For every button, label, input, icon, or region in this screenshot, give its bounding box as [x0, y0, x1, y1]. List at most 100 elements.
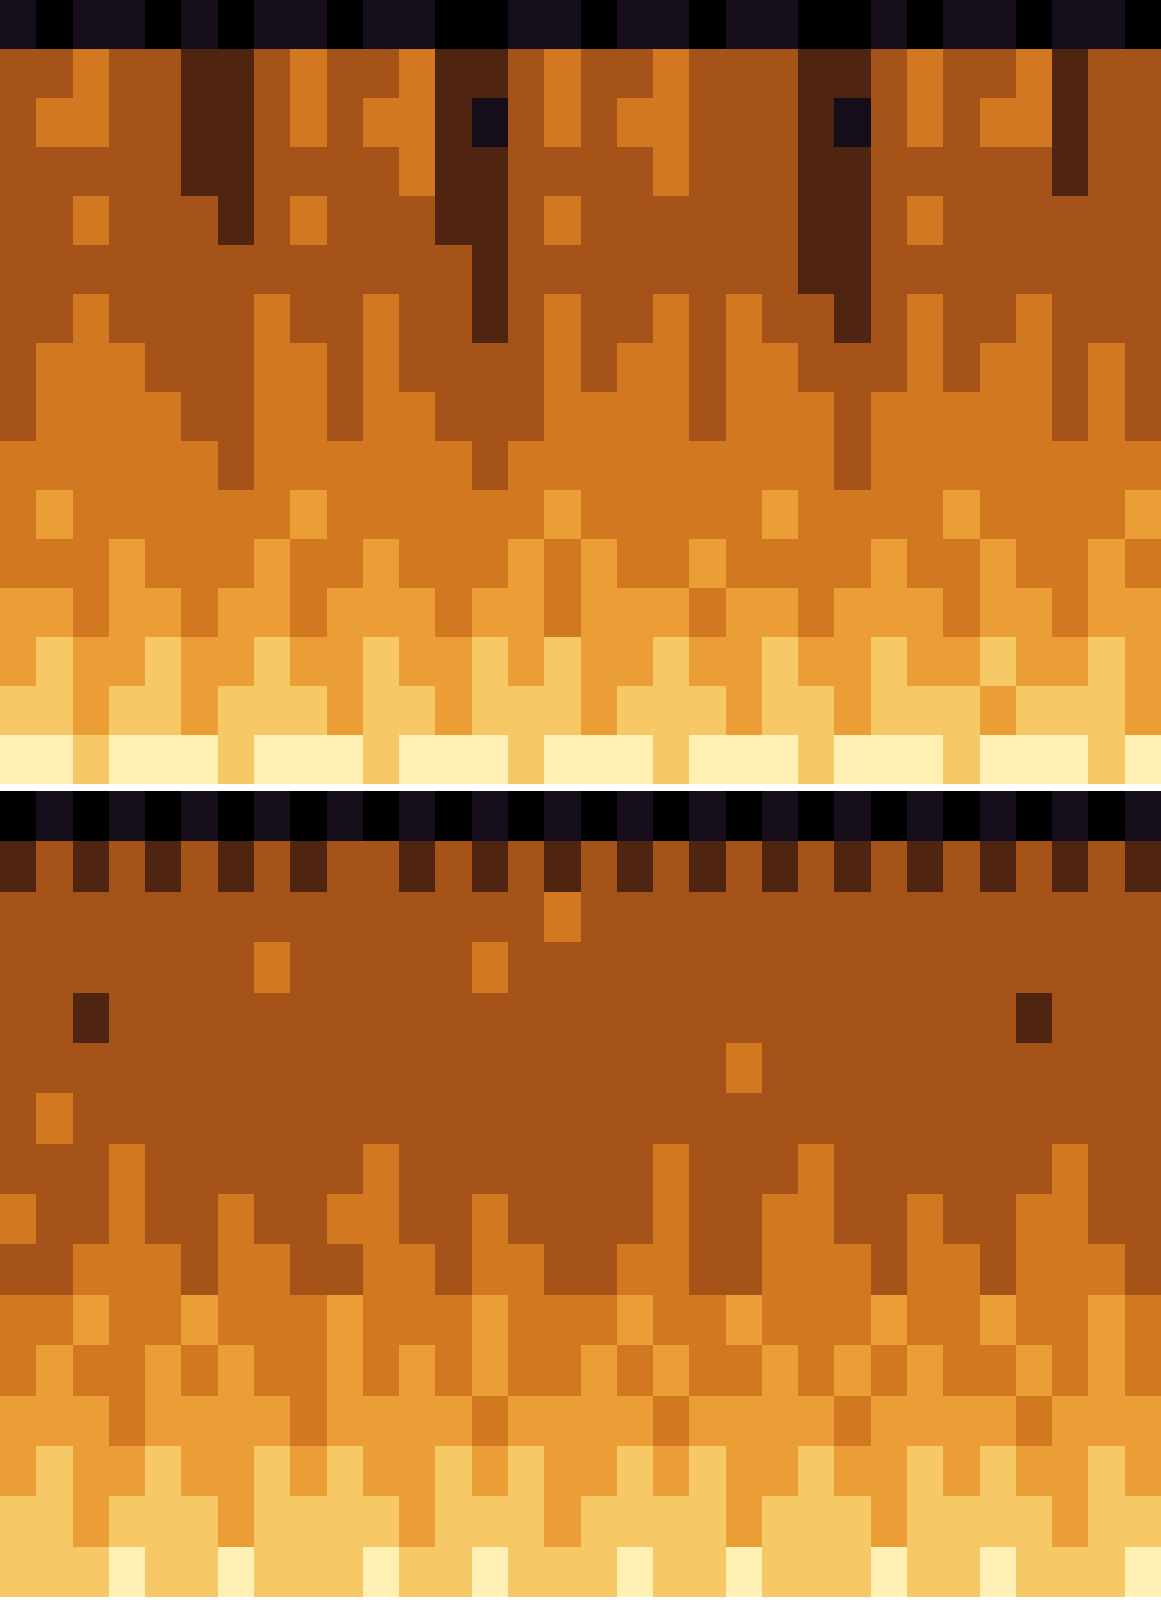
heatmap-cell — [1125, 294, 1161, 344]
heatmap-cell — [871, 1547, 908, 1597]
heatmap-cell — [943, 637, 980, 687]
heatmap-cell — [1125, 539, 1161, 589]
heatmap-cell — [762, 1093, 799, 1144]
heatmap-cell — [689, 343, 726, 393]
heatmap-cell — [181, 1093, 218, 1144]
heatmap-cell — [399, 892, 436, 943]
heatmap-cell — [871, 294, 908, 344]
heatmap-cell — [73, 441, 110, 491]
heatmap-cell — [617, 1194, 654, 1245]
heatmap-cell — [508, 539, 545, 589]
heatmap-cell — [254, 588, 291, 638]
heatmap-cell — [73, 1345, 110, 1396]
heatmap-cell — [145, 1396, 182, 1447]
heatmap-cell — [1088, 441, 1125, 491]
heatmap-cell — [472, 49, 509, 99]
heatmap-cell — [544, 0, 581, 50]
heatmap-cell — [0, 1244, 37, 1295]
heatmap-cell — [653, 343, 690, 393]
heatmap-cell — [617, 1144, 654, 1195]
heatmap-cell — [1125, 942, 1161, 993]
heatmap-cell — [290, 1043, 327, 1094]
heatmap-cell — [0, 0, 37, 50]
heatmap-cell — [980, 942, 1017, 993]
heatmap-cell — [544, 993, 581, 1044]
heatmap-cell — [980, 1446, 1017, 1497]
heatmap-cell — [581, 441, 618, 491]
heatmap-cell — [1125, 588, 1161, 638]
heatmap-cell — [980, 1144, 1017, 1195]
heatmap-cell — [1125, 1496, 1161, 1547]
heatmap-cell — [907, 294, 944, 344]
heatmap-cell — [508, 1244, 545, 1295]
heatmap-cell — [36, 441, 73, 491]
heatmap-cell — [73, 196, 110, 246]
heatmap-cell — [653, 1396, 690, 1447]
heatmap-cell — [399, 49, 436, 99]
heatmap-cell — [581, 637, 618, 687]
heatmap-cell — [1088, 392, 1125, 442]
heatmap-cell — [290, 1295, 327, 1346]
heatmap-cell — [435, 841, 472, 892]
heatmap-cell — [435, 588, 472, 638]
heatmap-cell — [1016, 942, 1053, 993]
heatmap-cell — [145, 343, 182, 393]
heatmap-cell — [254, 1194, 291, 1245]
heatmap-cell — [907, 993, 944, 1044]
heatmap-cell — [73, 686, 110, 736]
heatmap-cell — [254, 0, 291, 50]
heatmap-cell — [254, 294, 291, 344]
heatmap-cell — [798, 735, 835, 784]
heatmap-cells — [0, 791, 1161, 1597]
heatmap-cell — [109, 1144, 146, 1195]
heatmap-cell — [181, 539, 218, 589]
heatmap-cell — [73, 791, 110, 842]
heatmap-cell — [798, 1547, 835, 1597]
heatmap-cell — [689, 735, 726, 784]
heatmap-cell — [689, 1043, 726, 1094]
heatmap-cell — [218, 1194, 255, 1245]
heatmap-cell — [943, 1244, 980, 1295]
heatmap-cell — [0, 1345, 37, 1396]
heatmap-cell — [834, 686, 871, 736]
heatmap-cell — [544, 841, 581, 892]
heatmap-cell — [689, 1194, 726, 1245]
heatmap-cell — [617, 441, 654, 491]
heatmap-cell — [1052, 392, 1089, 442]
heatmap-cell — [907, 1194, 944, 1245]
heatmap-cell — [943, 841, 980, 892]
heatmap-cell — [544, 294, 581, 344]
heatmap-cell — [980, 1547, 1017, 1597]
heatmap-cell — [472, 1244, 509, 1295]
heatmap-cell — [871, 993, 908, 1044]
heatmap-cell — [1016, 245, 1053, 295]
heatmap-cell — [399, 686, 436, 736]
heatmap-cell — [871, 343, 908, 393]
heatmap-cell — [508, 343, 545, 393]
heatmap-cell — [254, 392, 291, 442]
heatmap-cell — [218, 942, 255, 993]
heatmap-cell — [435, 490, 472, 540]
heatmap-cell — [834, 892, 871, 943]
heatmap-cell — [290, 735, 327, 784]
heatmap-cell — [1088, 637, 1125, 687]
heatmap-cell — [1016, 343, 1053, 393]
heatmap-cell — [435, 791, 472, 842]
heatmap-cell — [943, 490, 980, 540]
heatmap-cell — [363, 1396, 400, 1447]
heatmap-cell — [544, 1043, 581, 1094]
heatmap-cell — [943, 1043, 980, 1094]
heatmap-cell — [1088, 1295, 1125, 1346]
heatmap-cell — [399, 637, 436, 687]
heatmap-cell — [145, 539, 182, 589]
heatmap-cell — [689, 1345, 726, 1396]
heatmap-cell — [943, 1093, 980, 1144]
heatmap-cell — [472, 196, 509, 246]
heatmap-cell — [254, 791, 291, 842]
heatmap-cell — [1052, 841, 1089, 892]
heatmap-cell — [327, 196, 364, 246]
heatmap-cell — [327, 1496, 364, 1547]
heatmap-cell — [36, 1496, 73, 1547]
heatmap-cell — [871, 490, 908, 540]
heatmap-cell — [435, 1043, 472, 1094]
